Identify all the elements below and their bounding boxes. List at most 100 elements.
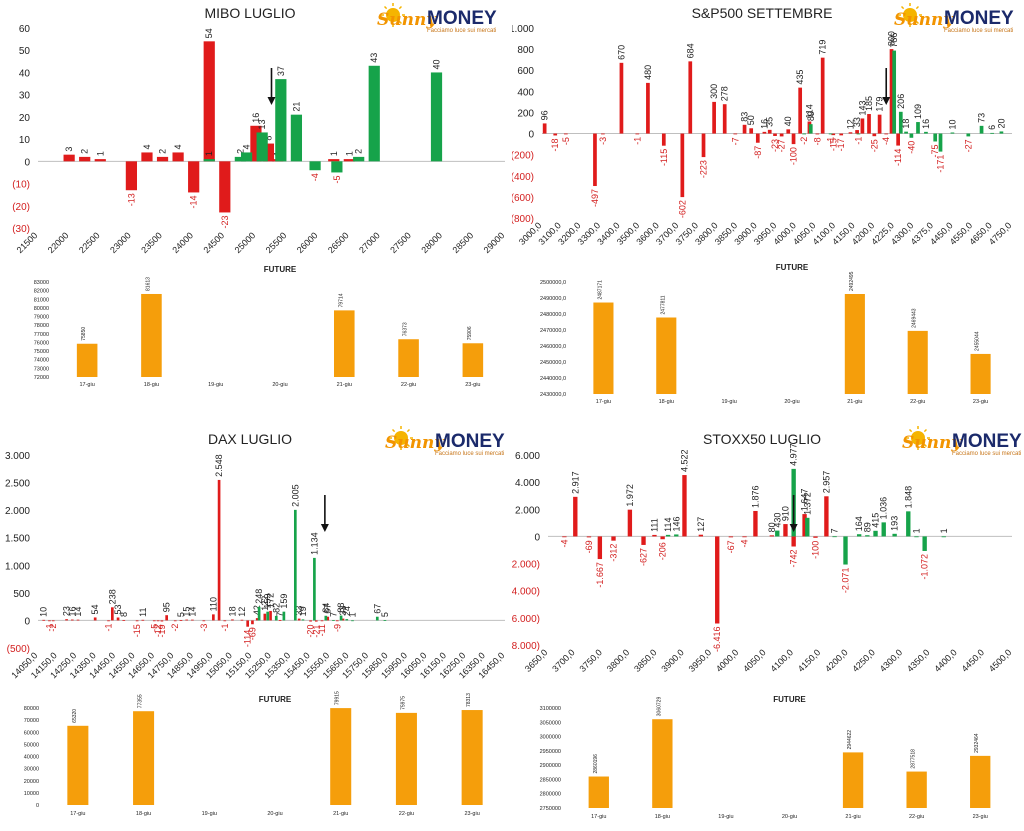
bar [896, 133, 900, 146]
bar [339, 615, 343, 621]
bar-value-label: -20 [306, 625, 316, 638]
bar [240, 619, 244, 621]
bar-value-label: -7 [730, 137, 740, 145]
bar-value-label: 16 [759, 119, 769, 129]
x-tick-label: 24500 [201, 230, 226, 255]
bar [156, 620, 160, 622]
future-x-tick-label: 20-giu [784, 399, 799, 405]
bar-value-label: 54 [204, 28, 214, 38]
bar-value-label: -25 [869, 139, 879, 152]
bar [341, 618, 345, 621]
y-tick-label: 200 [517, 108, 534, 119]
logo-word-money: MONEY [435, 431, 505, 452]
bar-value-label: -4 [740, 539, 750, 547]
y-tick-label: (10) [12, 180, 30, 191]
sun-ray-icon [908, 443, 913, 448]
bar [791, 133, 796, 145]
chart-title: S&P500 SETTEMBRE [692, 5, 833, 21]
bar [93, 617, 97, 621]
future-y-tick-label: 73000 [34, 366, 49, 372]
bar [262, 143, 274, 162]
future-y-tick-label: 2430000,0 [540, 392, 566, 398]
bar [906, 511, 911, 537]
bar [898, 111, 903, 134]
bar-value-label: 13 [257, 119, 267, 129]
future-y-tick-label: 3000000 [540, 735, 561, 741]
bar-value-label: 10 [39, 607, 49, 617]
y-tick-label: (4.000) [512, 587, 540, 598]
bar [293, 509, 297, 621]
future-value-label: 2492495 [849, 271, 855, 291]
future-bar [844, 294, 865, 394]
bar-value-label: -75 [930, 144, 940, 157]
future-value-label: 2487171 [597, 280, 603, 300]
x-tick-label: 28000 [419, 230, 444, 255]
future-y-tick-label: 2480000,0 [540, 312, 566, 318]
bar-value-label: -27 [777, 139, 787, 152]
future-y-tick-label: 78000 [34, 323, 49, 329]
future-y-tick-label: 50000 [24, 742, 39, 748]
bar [843, 536, 848, 565]
y-tick-label: 1.000 [5, 561, 30, 572]
bar-value-label: -14 [189, 195, 199, 208]
future-value-label: 2932464 [974, 733, 980, 753]
y-tick-label: 600 [517, 66, 534, 77]
bar-value-label: 19 [298, 606, 308, 616]
future-x-tick-label: 22-giu [399, 811, 414, 817]
bar-value-label: -171 [936, 155, 946, 173]
bar [313, 557, 316, 621]
bar [185, 619, 189, 621]
future-x-tick-label: 18-giu [136, 811, 151, 817]
bar [979, 125, 984, 134]
x-tick-label: 25000 [233, 230, 258, 255]
bar [831, 133, 836, 136]
arrow-head [320, 524, 329, 532]
bar [94, 159, 106, 162]
bar [65, 619, 68, 621]
bar [832, 536, 837, 538]
future-bar [906, 771, 927, 808]
bar [326, 616, 330, 621]
bar-value-label: 33 [294, 606, 304, 616]
bar [122, 619, 126, 621]
bar-value-label: -1 [853, 137, 863, 145]
sun-ray-icon [398, 5, 403, 10]
future-value-label: 79714 [338, 293, 344, 307]
bar-value-label: 67 [372, 604, 382, 614]
future-value-label: 76373 [403, 322, 409, 336]
sun-ray-icon [391, 443, 396, 448]
future-bar [842, 752, 864, 808]
y-tick-label: 6.000 [515, 451, 540, 462]
bar [63, 154, 75, 162]
bar [848, 132, 853, 134]
bar [274, 615, 278, 621]
y-tick-label: 60 [19, 24, 31, 35]
y-tick-label: (200) [512, 151, 534, 162]
bar-value-label: 114 [663, 518, 673, 532]
bar-value-label: -312 [609, 544, 619, 562]
bar [597, 536, 603, 560]
bar [791, 536, 796, 547]
future-y-tick-label: 60000 [24, 730, 39, 736]
bar-value-label: 18 [901, 119, 911, 129]
sun-ray-icon [915, 20, 920, 25]
bar [933, 133, 938, 142]
bar-value-label: -27 [963, 139, 973, 152]
down-arrow-icon [267, 68, 276, 105]
bar-value-label: 2.957 [821, 471, 831, 494]
bar [266, 611, 270, 621]
bar [680, 133, 685, 198]
bar-value-label: 1.647 [800, 489, 810, 512]
bar-value-label: -11 [317, 624, 327, 636]
bar-value-label: 719 [818, 40, 828, 55]
bar [941, 536, 946, 538]
future-x-tick-label: 20-giu [782, 814, 797, 820]
bar-value-label: 143 [857, 100, 867, 115]
bar-value-label: 1.848 [903, 486, 913, 509]
bar-value-label: 7 [830, 528, 840, 533]
bar [297, 618, 301, 621]
future-bar [462, 343, 484, 377]
x-tick-label: 27500 [388, 230, 413, 255]
future-y-tick-label: 10000 [24, 791, 39, 797]
y-tick-label: 30 [19, 91, 31, 102]
